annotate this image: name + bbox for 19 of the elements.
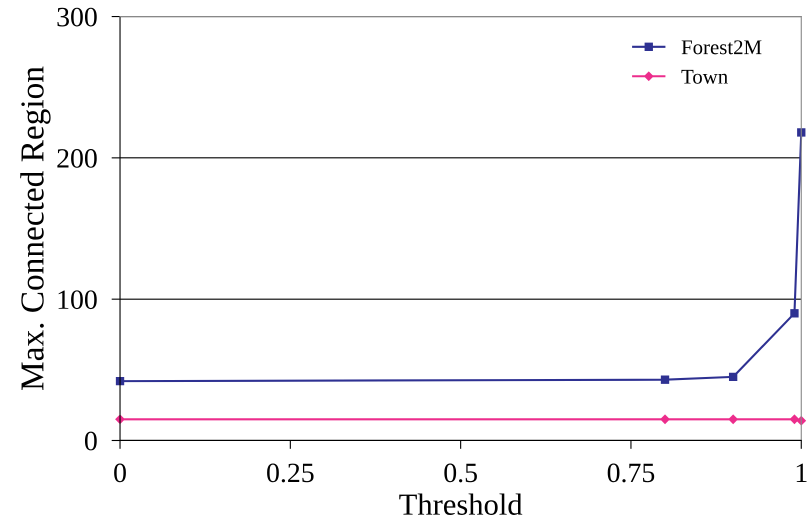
x-tick-label: 0 (114, 464, 126, 482)
y-tick-label: 300 (57, 8, 97, 26)
legend-label: Forest2M (682, 40, 762, 54)
y-tick-label: 100 (58, 290, 97, 310)
point (728, 414, 738, 424)
point (790, 414, 800, 424)
x-tick-label: 1 (796, 464, 807, 482)
legend-label: Town (681, 70, 728, 84)
x-axis-title: Threshold (399, 493, 522, 515)
y-tick-label: 0 (84, 432, 97, 450)
point (660, 414, 670, 424)
point (728, 372, 738, 382)
x-tick-label: 0.25 (267, 464, 314, 482)
point (790, 309, 799, 318)
y-axis-title: Max. Connected Region (20, 66, 51, 390)
x-tick-label: 0.5 (444, 464, 477, 482)
point (660, 376, 670, 384)
y-tick-label: 200 (57, 149, 97, 168)
x-tick-label: 0.75 (608, 464, 654, 482)
